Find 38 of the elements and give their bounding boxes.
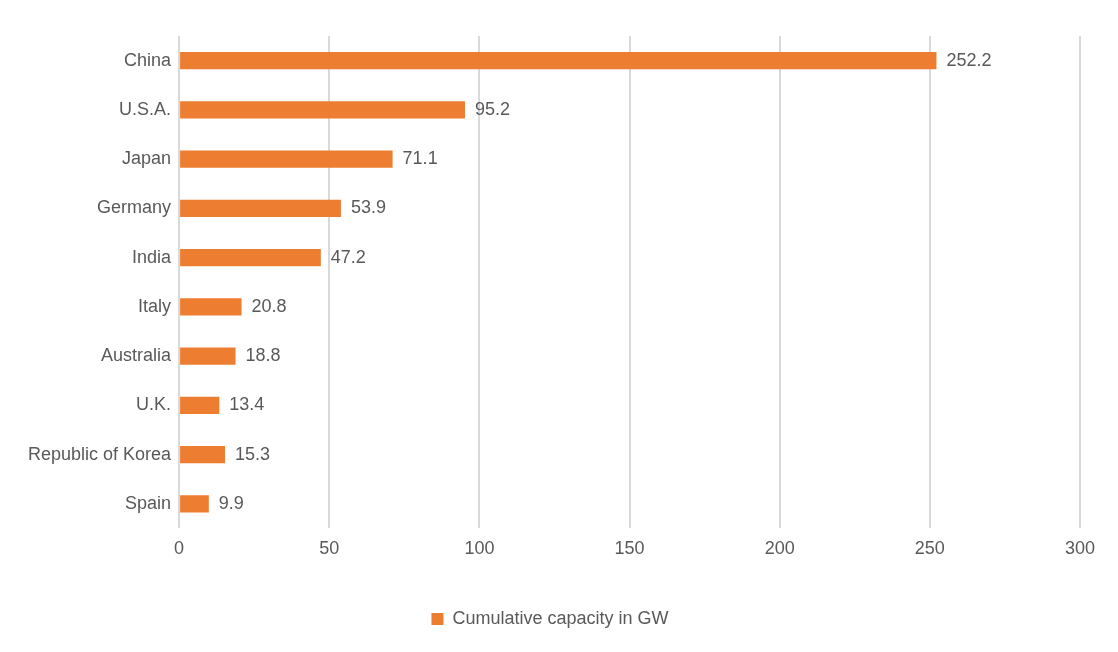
data-label: 53.9 — [350, 197, 386, 218]
data-label: 252.2 — [946, 49, 992, 70]
y-tick-label: India — [132, 246, 173, 267]
data-label: 9.9 — [218, 492, 244, 513]
x-tick-label: 250 — [914, 538, 945, 559]
y-tick-label: Germany — [97, 197, 172, 218]
x-tick-label: 50 — [319, 538, 340, 559]
y-tick-label: Japan — [122, 148, 172, 169]
data-label: 71.1 — [402, 148, 438, 169]
bar — [180, 445, 226, 464]
data-label: 95.2 — [474, 98, 511, 119]
data-label: 15.3 — [235, 443, 271, 464]
y-tick-label: Republic of Korea — [27, 443, 173, 464]
bar — [180, 52, 937, 70]
x-tick-label: 200 — [764, 538, 795, 559]
y-tick-label: Italy — [138, 295, 172, 316]
y-tick-label: Spain — [125, 492, 172, 513]
x-tick-label: 0 — [174, 538, 185, 559]
bar — [180, 495, 209, 513]
x-tick-label: 300 — [1064, 538, 1096, 559]
data-label: 18.8 — [245, 345, 281, 366]
data-label: 47.2 — [330, 246, 366, 267]
y-tick-label: U.S.A. — [119, 98, 172, 119]
data-label: 13.4 — [229, 394, 265, 415]
x-tick-label: 150 — [614, 538, 645, 559]
bar — [180, 347, 236, 365]
bar — [180, 150, 393, 168]
data-label: 20.8 — [251, 295, 287, 316]
y-tick-label: China — [124, 49, 173, 70]
bar — [180, 248, 321, 267]
y-tick-label: Australia — [101, 345, 173, 366]
bar — [180, 199, 341, 217]
bar — [180, 101, 465, 119]
bar — [180, 298, 242, 316]
legend-label: Cumulative capacity in GW — [452, 607, 669, 628]
y-tick-label: U.K. — [136, 394, 172, 415]
x-tick-label: 100 — [464, 538, 495, 559]
bar — [180, 396, 220, 414]
